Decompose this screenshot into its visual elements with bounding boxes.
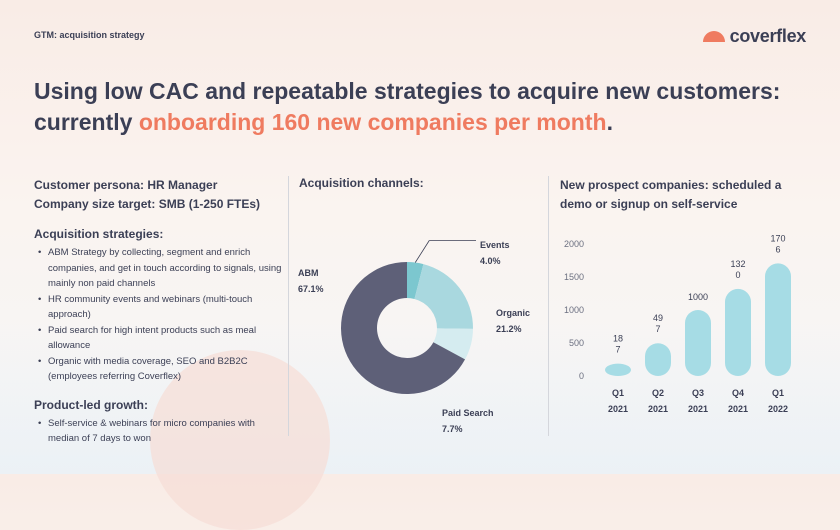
list-item: Organic with media coverage, SEO and B2B… [38, 354, 284, 385]
column-divider-1 [288, 176, 289, 436]
x-tick-label: Q1 [772, 388, 784, 398]
headline-line2: currently onboarding 160 new companies p… [34, 107, 814, 138]
y-tick-label: 1500 [564, 272, 584, 282]
y-tick-label: 0 [579, 371, 584, 381]
x-tick-label: Q4 [732, 388, 744, 398]
x-tick-label: 2021 [728, 404, 748, 414]
coverflex-logo: coverflex [702, 26, 807, 47]
list-item: Self-service & webinars for micro compan… [38, 416, 284, 447]
bar-value-label: 18 [613, 334, 623, 344]
bar-value-label: 1000 [688, 292, 708, 302]
bar-value-label: 132 [730, 259, 745, 269]
list-item: HR community events and webinars (multi-… [38, 292, 284, 323]
bar [685, 310, 711, 376]
bar [645, 343, 671, 376]
bar-value-label: 49 [653, 313, 663, 323]
x-tick-label: 2021 [648, 404, 668, 414]
y-tick-label: 1000 [564, 305, 584, 315]
new-prospects-title: New prospect companies: scheduled a demo… [560, 178, 782, 211]
y-tick-label: 2000 [564, 239, 584, 249]
logo-mark-icon [702, 31, 725, 42]
x-tick-label: Q3 [692, 388, 704, 398]
strategies-title: Acquisition strategies: [34, 227, 164, 241]
customer-persona-column: Customer persona: HR Manager Company siz… [34, 176, 284, 447]
bar [765, 263, 791, 376]
page-headline: Using low CAC and repeatable strategies … [34, 76, 814, 138]
bar-value-label: 170 [770, 233, 785, 243]
slice-label: Organic [496, 308, 530, 318]
slice-value: 67.1% [298, 284, 324, 294]
y-tick-label: 500 [569, 338, 584, 348]
events-leader-line [414, 240, 430, 263]
list-item: Paid search for high intent products suc… [38, 323, 284, 354]
slice-label: Paid Search [442, 408, 494, 418]
slice-value: 4.0% [480, 256, 501, 266]
donut-slice-organic [414, 264, 473, 329]
x-tick-label: Q2 [652, 388, 664, 398]
section-label: GTM: acquisition strategy [34, 30, 145, 40]
x-tick-label: 2021 [608, 404, 628, 414]
headline-line1: Using low CAC and repeatable strategies … [34, 78, 781, 104]
headline-accent: onboarding 160 new companies per month [138, 109, 607, 135]
x-tick-label: Q1 [612, 388, 624, 398]
headline-suffix: . [606, 109, 613, 135]
donut-slice-abm [341, 262, 466, 394]
slice-value: 7.7% [442, 424, 463, 434]
x-tick-label: 2022 [768, 404, 788, 414]
slice-value: 21.2% [496, 324, 522, 334]
plg-title: Product-led growth: [34, 397, 148, 412]
x-tick-label: 2021 [688, 404, 708, 414]
slice-label: Events [480, 240, 510, 250]
new-prospects-bar-chart: 0500100015002000187Q12021497Q220211000Q3… [564, 233, 791, 414]
persona-line-2: Company size target: SMB (1-250 FTEs) [34, 197, 261, 211]
plg-list: Self-service & webinars for micro compan… [34, 416, 284, 447]
list-item: ABM Strategy by collecting, segment and … [38, 245, 284, 292]
donut-slice-events [407, 262, 424, 299]
column-divider-2 [548, 176, 549, 436]
bar [605, 363, 631, 376]
bar-value-label: 7 [615, 345, 620, 355]
logo-text: coverflex [729, 26, 807, 46]
headline-prefix: currently [34, 109, 139, 135]
bar-value-label: 7 [655, 324, 660, 334]
strategies-list: ABM Strategy by collecting, segment and … [34, 245, 284, 385]
acquisition-channels-title: Acquisition channels: [299, 176, 424, 190]
bar-value-label: 0 [735, 270, 740, 280]
acquisition-channels-donut-chart: Events 4.0% Organic 21.2% Paid Search 7.7% ABM… [298, 240, 530, 434]
slice-label: ABM [298, 268, 319, 278]
persona-line-1: Customer persona: HR Manager [34, 178, 218, 192]
bar-value-label: 6 [775, 244, 780, 254]
bar [725, 288, 751, 376]
donut-slice-paid-search [433, 328, 473, 360]
